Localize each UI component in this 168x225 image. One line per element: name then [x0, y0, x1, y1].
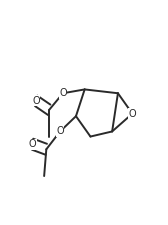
Text: O: O [56, 126, 64, 136]
Text: O: O [32, 96, 40, 106]
Text: O: O [129, 109, 136, 119]
Text: O: O [59, 88, 67, 98]
Text: O: O [29, 139, 36, 149]
